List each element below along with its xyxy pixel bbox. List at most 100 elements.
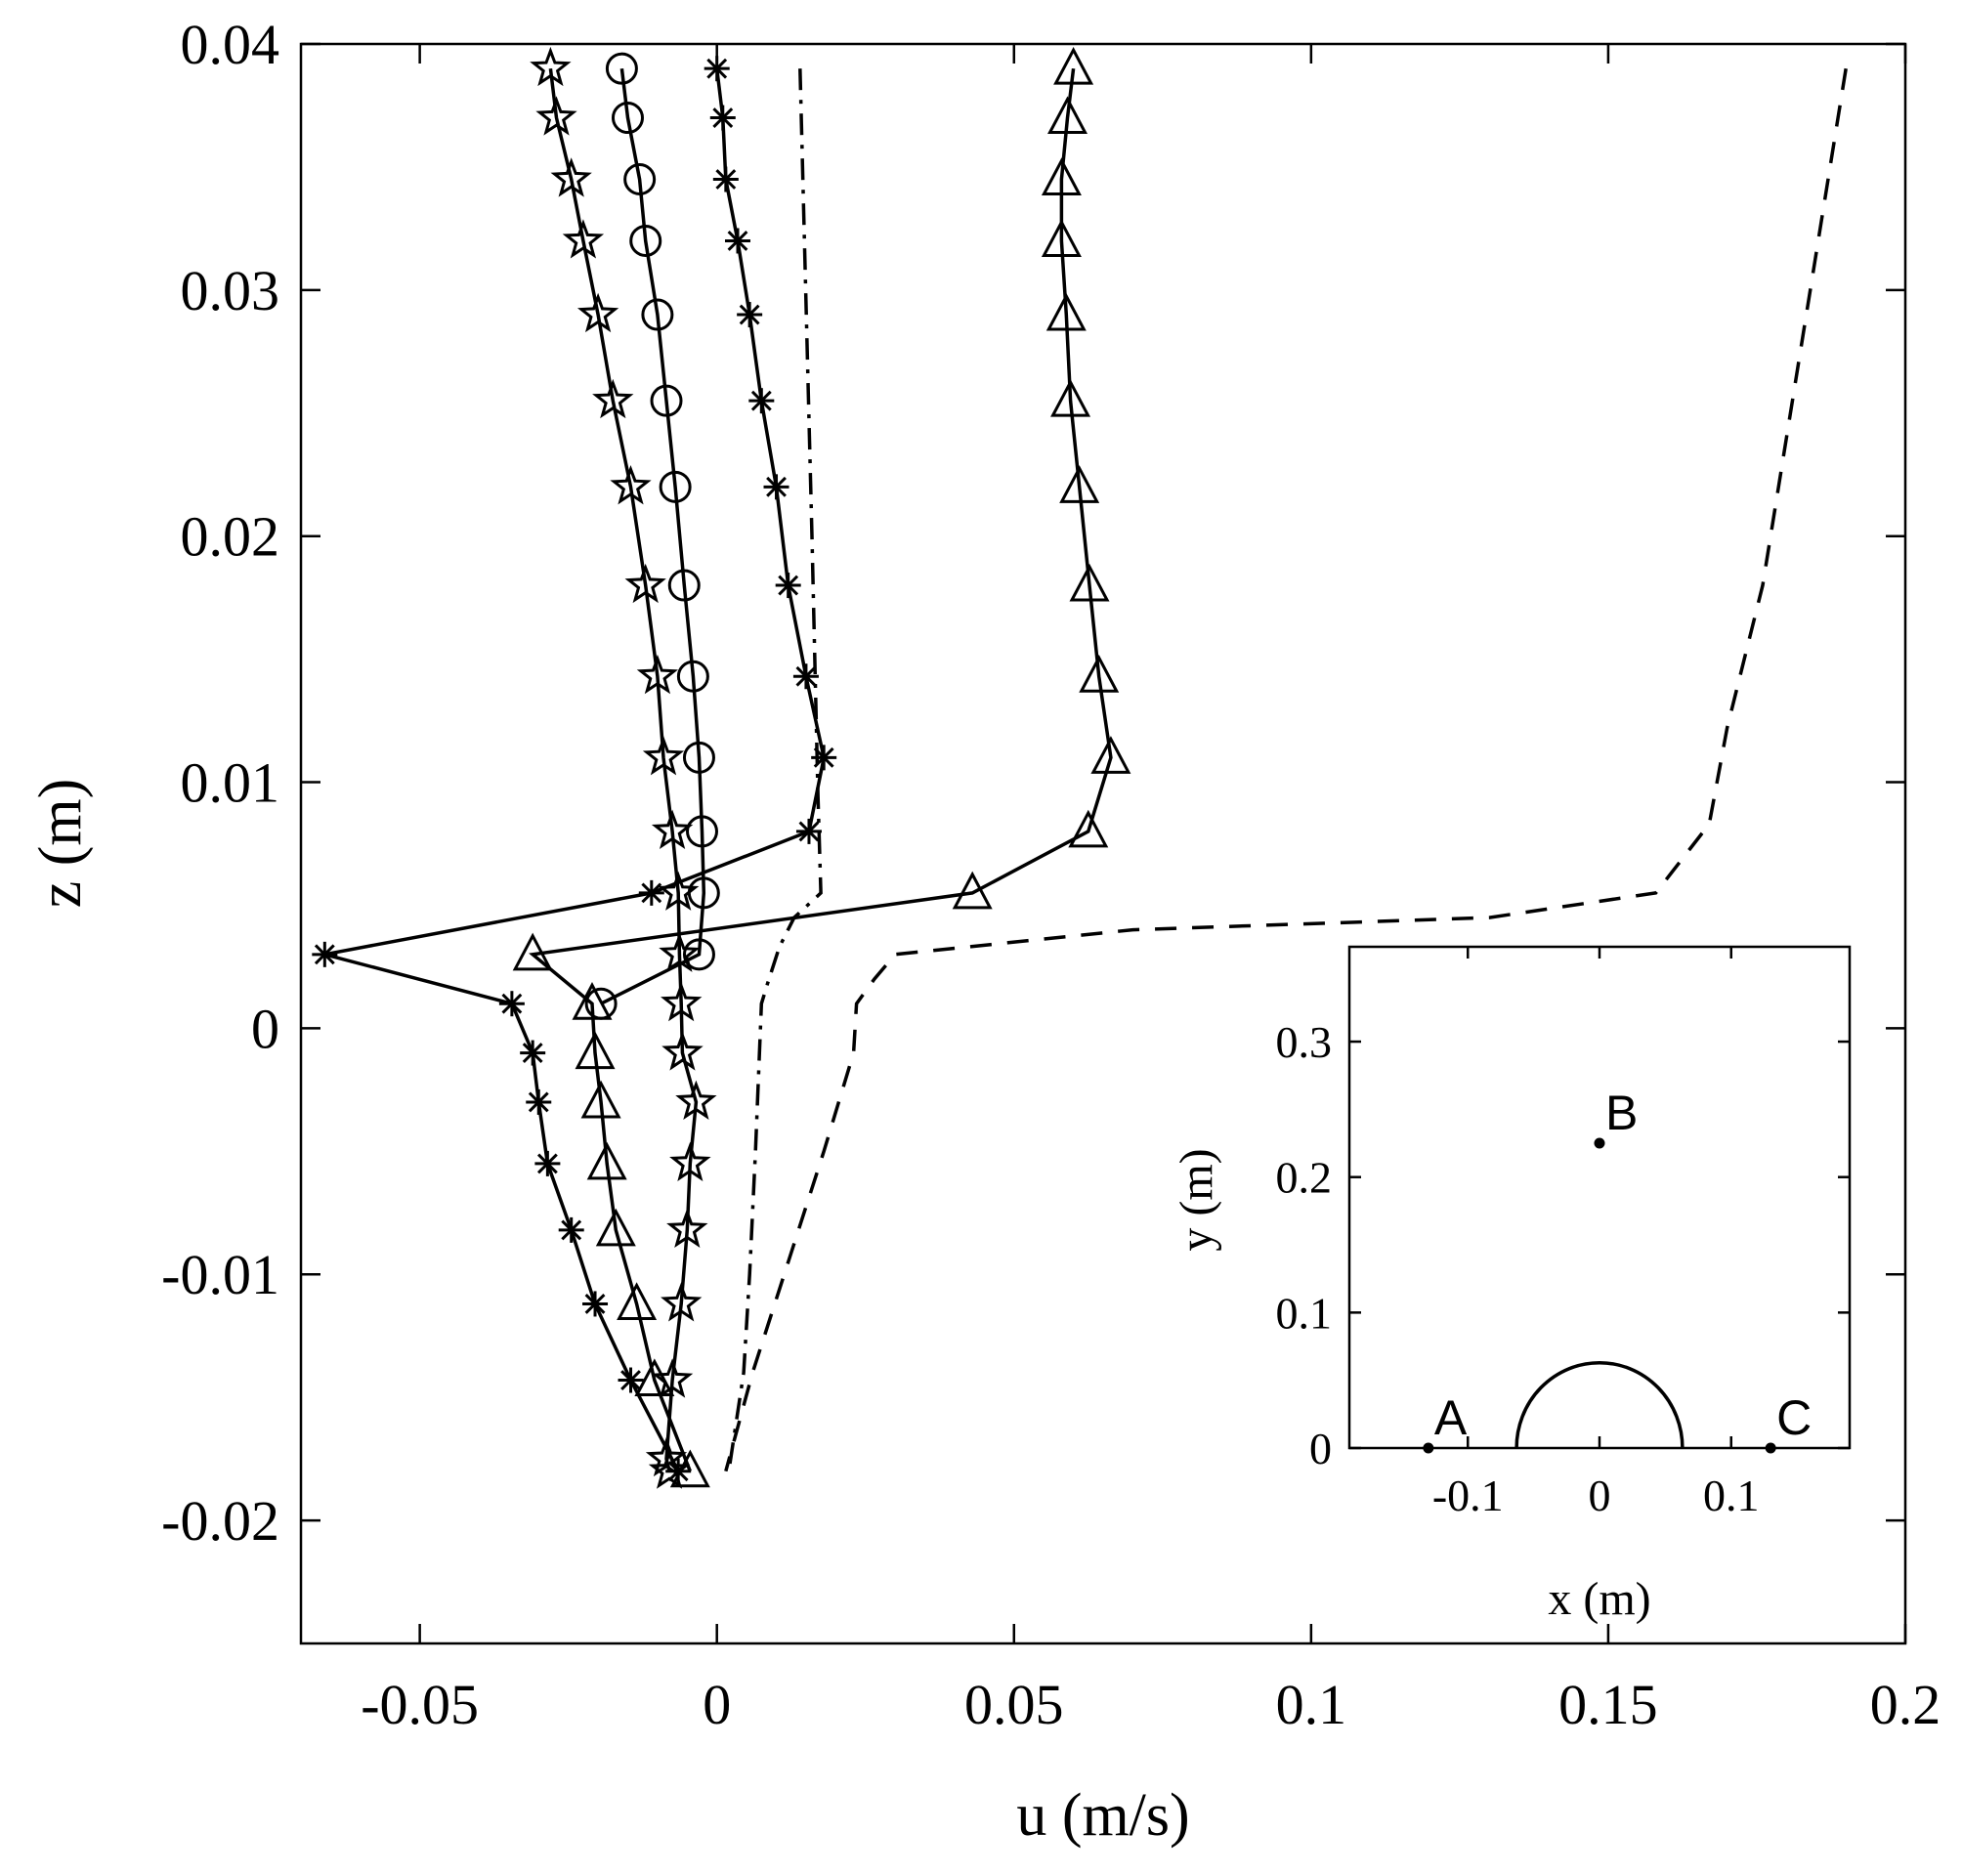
pentagram-marker — [636, 654, 679, 695]
triangle-marker — [1059, 465, 1100, 503]
triangle-marker — [572, 981, 613, 1020]
asterisk-marker — [811, 745, 837, 771]
asterisk-marker — [520, 1040, 546, 1066]
inset-y-tick-label: 0.3 — [1276, 1017, 1333, 1067]
pentagram-marker — [645, 1436, 688, 1477]
main-y-axis-label: z (m) — [27, 779, 94, 909]
triangle-marker — [575, 1031, 616, 1070]
inset-x-tick-label: 0.1 — [1703, 1471, 1760, 1520]
pentagram-marker — [610, 465, 652, 505]
triangle-marker — [512, 932, 553, 971]
circle-marker — [676, 660, 709, 693]
triangle-marker — [952, 871, 993, 910]
inset-y-tick-label: 0.1 — [1276, 1288, 1333, 1338]
x-tick-label: 0 — [703, 1673, 731, 1736]
triangle-marker — [669, 1449, 710, 1488]
inset-x-tick-label: -0.1 — [1432, 1471, 1504, 1520]
asterisk-marker — [534, 1150, 561, 1176]
asterisk-marker — [763, 474, 789, 500]
triangle-marker — [1069, 563, 1110, 602]
triangle-marker — [1041, 219, 1082, 257]
series-line — [529, 67, 1113, 1472]
circle-marker — [611, 102, 644, 135]
pentagram-marker — [669, 1141, 711, 1181]
asterisk-marker — [724, 228, 750, 254]
triangle-marker — [1047, 96, 1088, 135]
inset-point-label: A — [1434, 1390, 1468, 1445]
pentagram-marker — [661, 1031, 704, 1071]
triangle-marker — [1068, 809, 1109, 848]
y-tick-label: 0.01 — [181, 751, 280, 815]
series-asterisk — [312, 56, 837, 1484]
triangle-marker — [617, 1282, 658, 1320]
pentagram-marker — [530, 46, 572, 87]
inset-plot: A B C -0.1 0 0.1 0 0.1 0.2 0.3 x (m) y (m) — [1171, 945, 1852, 1625]
x-tick-label: 0.1 — [1276, 1673, 1347, 1736]
circle-marker — [623, 163, 657, 196]
asterisk-marker — [558, 1216, 584, 1243]
series-line — [548, 67, 699, 1472]
triangle-marker — [634, 1358, 675, 1397]
pentagram-marker — [666, 1208, 708, 1248]
triangle-marker — [586, 1141, 627, 1180]
inset-point-label: B — [1605, 1086, 1638, 1140]
asterisk-marker — [526, 1088, 552, 1115]
asterisk-marker — [709, 105, 736, 131]
asterisk-marker — [618, 1367, 644, 1393]
inset-x-axis-label: x (m) — [1548, 1573, 1650, 1625]
circle-marker — [650, 384, 683, 417]
y-tick-label: 0.03 — [181, 259, 280, 322]
triangle-marker — [1045, 292, 1087, 331]
inset-x-tick-label: 0 — [1589, 1471, 1611, 1520]
main-plot-frame — [299, 42, 1907, 1645]
circle-marker — [641, 298, 674, 331]
triangle-marker — [580, 1080, 621, 1119]
series-pentagram — [530, 46, 717, 1489]
circle-marker — [686, 815, 718, 848]
inset-y-tick-label: 0 — [1309, 1424, 1332, 1473]
asterisk-marker — [748, 388, 775, 414]
x-tick-label: 0.15 — [1558, 1673, 1658, 1736]
pentagram-marker — [592, 378, 634, 419]
pentagram-marker — [675, 1080, 717, 1120]
triangle-marker — [1050, 378, 1091, 417]
asterisk-marker — [795, 818, 822, 844]
series-circle — [584, 52, 720, 1020]
circle-marker — [682, 741, 715, 774]
circle-marker — [659, 470, 692, 503]
main-x-axis-label: u (m/s) — [1016, 1782, 1189, 1849]
main-plot: -0.05 0 0.05 0.1 0.15 0.2 -0.02 -0.01 0 0.01 0.02 0… — [27, 13, 1941, 1849]
series-line — [724, 67, 1848, 1472]
y-tick-label: 0 — [251, 997, 279, 1060]
series-triangle — [512, 46, 1131, 1488]
asterisk-marker — [638, 879, 664, 906]
asterisk-marker — [775, 573, 801, 599]
main-series-group — [312, 46, 1848, 1489]
y-tick-label: -0.01 — [161, 1243, 279, 1306]
y-tick-label: -0.02 — [161, 1489, 279, 1553]
x-tick-label: 0.05 — [964, 1673, 1064, 1736]
pentagram-marker — [624, 563, 666, 604]
pentagram-marker — [651, 809, 694, 849]
asterisk-marker — [582, 1291, 609, 1317]
triangle-marker — [1053, 46, 1094, 85]
series-dashdot — [727, 68, 823, 1471]
asterisk-marker — [792, 663, 819, 690]
circle-marker — [687, 876, 720, 910]
pentagram-marker — [659, 932, 701, 972]
circle-marker — [629, 224, 662, 257]
inset-point-marker — [1594, 1137, 1605, 1149]
inset-y-tick-label: 0.2 — [1276, 1153, 1333, 1203]
triangle-marker — [1090, 736, 1131, 774]
pentagram-marker — [661, 1282, 703, 1322]
pentagram-marker — [550, 157, 592, 197]
inset-content: A B C — [1423, 1086, 1812, 1454]
asterisk-marker — [498, 991, 525, 1017]
x-tick-label: -0.05 — [361, 1673, 479, 1736]
inset-y-axis-label: y (m) — [1171, 1148, 1222, 1251]
pentagram-marker — [661, 981, 703, 1022]
triangle-marker — [595, 1208, 636, 1247]
pentagram-marker — [535, 96, 577, 136]
inset-background — [1349, 947, 1850, 1448]
